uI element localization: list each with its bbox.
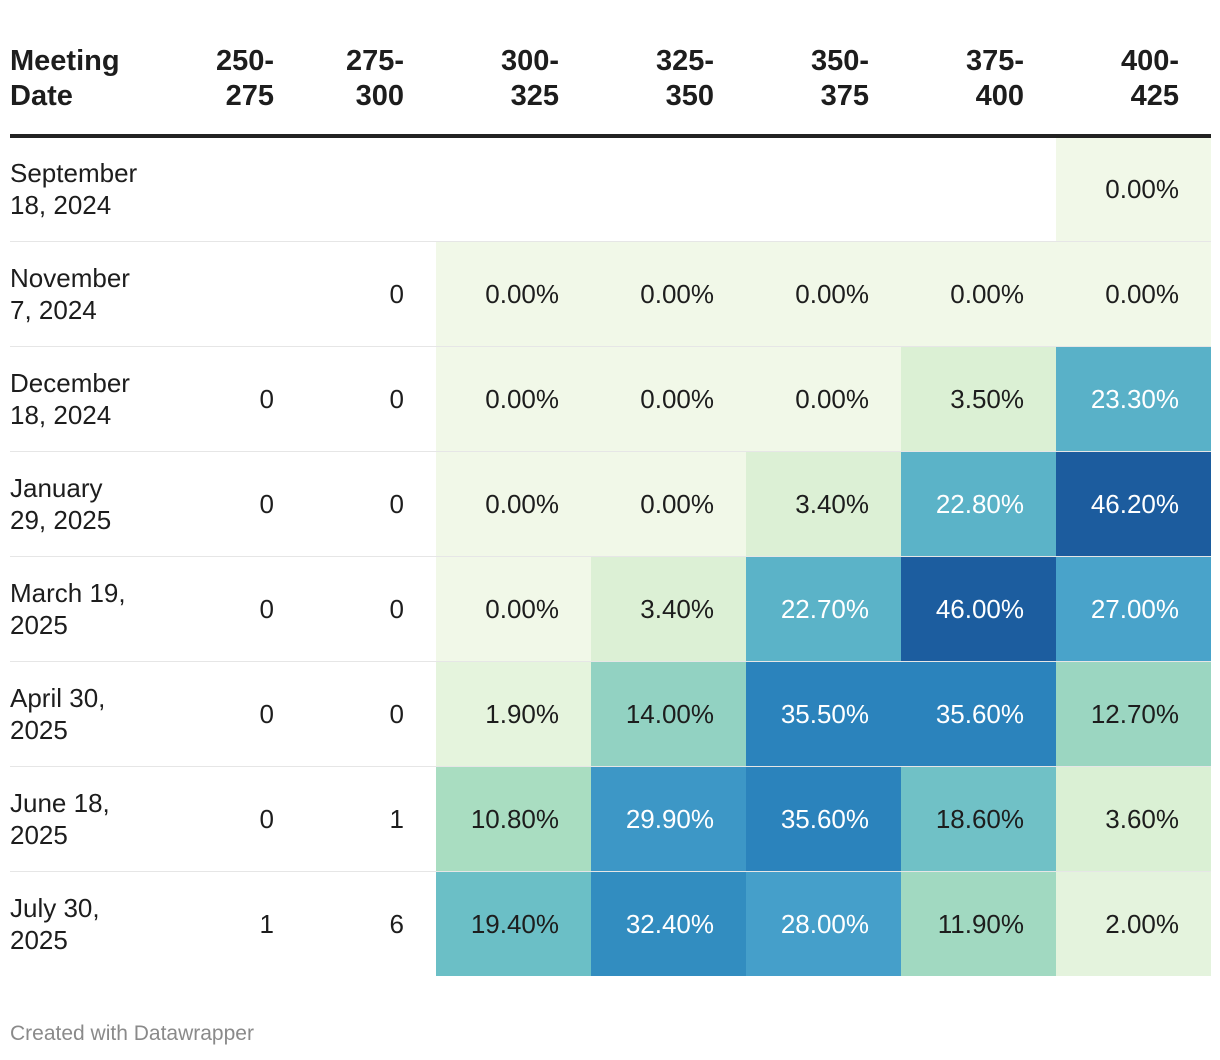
- heatmap-cell: 29.90%: [591, 766, 746, 872]
- heatmap-cell: 27.00%: [1056, 556, 1211, 662]
- credit-footer: Created with Datawrapper: [10, 1022, 254, 1045]
- count-cell: 0: [306, 661, 436, 767]
- column-header: 300- 325: [436, 30, 591, 138]
- column-header: 325- 350: [591, 30, 746, 138]
- row-date-label: November 7, 2024: [10, 241, 176, 347]
- heatmap-cell: 10.80%: [436, 766, 591, 872]
- count-cell: 1: [259, 908, 274, 939]
- heatmap-cell: 0.00%: [436, 556, 591, 662]
- row-date-label: December 18, 2024: [10, 346, 176, 452]
- heatmap-cell: 0.00%: [746, 346, 901, 452]
- column-header-label: 250- 275: [215, 45, 274, 112]
- heatmap-cell: 0.00%: [1056, 241, 1211, 347]
- heatmap-table-container: Meeting Date 250- 275 275- 300 300- 325 325…: [10, 30, 1211, 976]
- heatmap-cell: 3.40%: [746, 451, 901, 557]
- heatmap-cell: 3.50%: [901, 346, 1056, 452]
- count-cell: [176, 136, 306, 242]
- heatmap-cell: 0.00%: [436, 241, 591, 347]
- table-row: March 19, 2025 0 0 0.00% 3.40% 22.70% 46.00% 27.…: [10, 556, 1211, 662]
- column-header-label: 325- 350: [655, 45, 714, 112]
- heatmap-cell: 23.30%: [1056, 346, 1211, 452]
- heatmap-cell: 0.00%: [591, 451, 746, 557]
- heatmap-cell: 22.70%: [746, 556, 901, 662]
- heatmap-cell: 0.00%: [591, 241, 746, 347]
- count-cell: 0: [176, 556, 306, 662]
- heatmap-cell: 2.00%: [1056, 871, 1211, 976]
- table-row: December 18, 2024 0 0 0.00% 0.00% 0.00% 3.50% 23…: [10, 346, 1211, 452]
- table-row: April 30, 2025 0 0 1.90% 14.00% 35.50% 35.60% 12…: [10, 661, 1211, 767]
- count-cell: 0: [176, 661, 306, 767]
- column-header: 250- 275: [176, 30, 306, 138]
- heatmap-cell: 46.00%: [901, 556, 1056, 662]
- heatmap-cell: 35.50%: [746, 661, 901, 767]
- column-header-label: 300- 325: [500, 45, 559, 112]
- row-date-label: January 29, 2025: [10, 451, 176, 557]
- count-cell: 1: [306, 766, 436, 872]
- count-cell: 0: [306, 346, 436, 452]
- heatmap-cell: 18.60%: [901, 766, 1056, 872]
- heatmap-cell: 35.60%: [746, 766, 901, 872]
- heatmap-cell: 3.60%: [1056, 766, 1211, 872]
- heatmap-cell: 0.00%: [436, 346, 591, 452]
- column-header: 400- 425: [1056, 30, 1211, 138]
- heatmap-cell: 12.70%: [1056, 661, 1211, 767]
- count-cell: [176, 241, 306, 347]
- column-header-label: 400- 425: [1120, 45, 1179, 112]
- table-row: June 18, 2025 0 1 10.80% 29.90% 35.60% 18.60% 3.…: [10, 766, 1211, 872]
- column-header: 375- 400: [901, 30, 1056, 138]
- heatmap-cell: 3.40%: [591, 556, 746, 662]
- heatmap-cell: 0.00%: [901, 241, 1056, 347]
- heatmap-cell: 0.00%: [436, 451, 591, 557]
- column-header-label: Meeting Date: [10, 45, 120, 112]
- count-cell: [901, 136, 1056, 242]
- heatmap-cell: 0.00%: [746, 241, 901, 347]
- count-cell: 0: [176, 766, 306, 872]
- row-date-label: April 30, 2025: [10, 661, 176, 767]
- count-cell: 0: [306, 241, 436, 347]
- row-date-label: March 19, 2025: [10, 556, 176, 662]
- table-row: September 18, 2024 0.00%: [10, 136, 1211, 242]
- count-cell: [436, 136, 591, 242]
- column-header: 275- 300: [306, 30, 436, 138]
- column-header-label: 350- 375: [810, 45, 869, 112]
- heatmap-cell: 46.20%: [1056, 451, 1211, 557]
- heatmap-body: September 18, 2024 0.00% November 7, 2024 0 0.…: [10, 136, 1211, 976]
- heatmap-cell: 22.80%: [901, 451, 1056, 557]
- table-row: November 7, 2024 0 0.00% 0.00% 0.00% 0.00% 0.00…: [10, 241, 1211, 347]
- heatmap-cell: 11.90%: [901, 871, 1056, 976]
- heatmap-cell: 0.00%: [591, 346, 746, 452]
- row-date-label: June 18, 2025: [10, 766, 176, 872]
- column-header-label: 275- 300: [345, 45, 404, 112]
- heatmap-cell: 32.40%: [591, 871, 746, 976]
- table-row: January 29, 2025 0 0 0.00% 0.00% 3.40% 22.80% 46…: [10, 451, 1211, 557]
- column-header: 350- 375: [746, 30, 901, 138]
- heatmap-cell: 0.00%: [1056, 136, 1211, 242]
- heatmap-table: Meeting Date 250- 275 275- 300 300- 325 325…: [10, 30, 1211, 976]
- table-row: July 30, 2025 1 6 19.40% 32.40% 28.00% 11.90% 2.…: [10, 871, 1211, 976]
- count-cell: 6: [389, 908, 404, 939]
- heatmap-cell: 28.00%: [746, 871, 901, 976]
- heatmap-cell: 14.00%: [591, 661, 746, 767]
- count-cell: [591, 136, 746, 242]
- count-cell: [746, 136, 901, 242]
- heatmap-cell: 35.60%: [901, 661, 1056, 767]
- count-cell: [306, 136, 436, 242]
- count-cell: 0: [176, 451, 306, 557]
- row-date-label: July 30, 2025: [10, 892, 100, 955]
- column-header-meeting-date: Meeting Date: [10, 30, 176, 138]
- count-cell: 0: [306, 556, 436, 662]
- count-cell: 0: [176, 346, 306, 452]
- count-cell: 0: [306, 451, 436, 557]
- row-date-label: September 18, 2024: [10, 136, 176, 242]
- heatmap-cell: 19.40%: [436, 871, 591, 976]
- heatmap-cell: 1.90%: [436, 661, 591, 767]
- header-row: Meeting Date 250- 275 275- 300 300- 325 325…: [10, 30, 1211, 138]
- column-header-label: 375- 400: [965, 45, 1024, 112]
